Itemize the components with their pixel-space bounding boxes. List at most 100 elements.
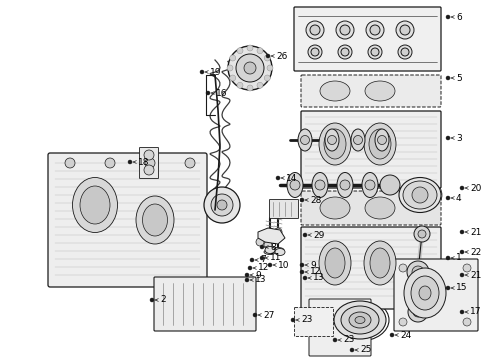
Ellipse shape [351,129,365,151]
Circle shape [300,263,304,267]
Text: 15: 15 [456,284,467,292]
Circle shape [227,65,233,71]
Text: 4: 4 [456,194,462,202]
Circle shape [237,48,243,54]
Text: 2: 2 [160,296,166,305]
Text: 29: 29 [313,230,324,239]
Ellipse shape [341,306,379,334]
Circle shape [244,62,256,74]
Circle shape [446,76,450,80]
Text: 23: 23 [301,315,313,324]
Circle shape [446,15,450,19]
Ellipse shape [349,312,371,328]
Ellipse shape [365,81,395,101]
Ellipse shape [80,186,110,224]
Circle shape [217,200,227,210]
Ellipse shape [375,129,389,151]
Ellipse shape [136,196,174,244]
Circle shape [413,307,423,317]
Circle shape [300,198,304,202]
Circle shape [460,310,464,314]
Circle shape [264,75,270,81]
Ellipse shape [369,129,391,159]
Text: 14: 14 [286,174,297,183]
Circle shape [418,230,426,238]
Text: 18: 18 [138,158,149,166]
Ellipse shape [411,276,439,310]
Ellipse shape [275,248,285,256]
Circle shape [247,45,253,51]
Circle shape [460,250,464,254]
Ellipse shape [290,180,300,190]
FancyBboxPatch shape [270,199,298,219]
Ellipse shape [315,180,325,190]
Circle shape [253,313,257,317]
Circle shape [399,264,407,272]
Ellipse shape [73,177,118,233]
Circle shape [144,165,154,175]
Circle shape [237,82,243,88]
Circle shape [463,264,471,272]
Ellipse shape [364,123,396,165]
Ellipse shape [264,249,276,255]
Circle shape [228,46,272,90]
FancyBboxPatch shape [301,191,441,225]
Ellipse shape [327,135,337,144]
Text: 27: 27 [263,310,274,320]
Ellipse shape [365,180,375,190]
Circle shape [408,302,428,322]
Text: 24: 24 [400,330,411,339]
Ellipse shape [320,81,350,101]
Circle shape [338,45,352,59]
Text: 9: 9 [255,270,261,279]
Text: 21: 21 [470,228,481,237]
Ellipse shape [404,268,446,318]
Text: 3: 3 [456,134,462,143]
Circle shape [308,45,322,59]
Text: 26: 26 [276,51,287,60]
Ellipse shape [320,197,350,219]
Text: 7: 7 [260,256,266,265]
Circle shape [370,25,380,35]
Circle shape [333,338,337,342]
Ellipse shape [143,204,168,236]
Ellipse shape [364,241,396,285]
FancyBboxPatch shape [301,111,441,188]
Ellipse shape [370,248,390,278]
Circle shape [463,318,471,326]
Circle shape [401,48,409,56]
Ellipse shape [319,241,351,285]
Circle shape [257,48,263,54]
Text: 25: 25 [360,346,371,355]
Ellipse shape [419,286,431,300]
Circle shape [460,186,464,190]
Circle shape [400,25,410,35]
FancyBboxPatch shape [294,307,334,337]
Circle shape [247,85,253,91]
Circle shape [150,298,154,302]
Circle shape [303,233,307,237]
Text: 28: 28 [310,195,321,204]
Circle shape [446,256,450,260]
Text: 8: 8 [270,243,276,252]
Ellipse shape [319,123,351,165]
Text: 21: 21 [470,270,481,279]
Circle shape [206,91,210,95]
Circle shape [380,175,400,195]
Text: 13: 13 [313,274,324,283]
Circle shape [399,318,407,326]
Circle shape [303,276,307,280]
Ellipse shape [325,129,339,151]
Circle shape [412,187,428,203]
Circle shape [264,55,270,61]
Circle shape [336,21,354,39]
Text: 19: 19 [210,68,221,77]
Circle shape [460,230,464,234]
Ellipse shape [403,181,437,209]
Ellipse shape [298,129,312,151]
Circle shape [105,158,115,168]
Circle shape [250,258,254,262]
Circle shape [350,348,354,352]
Text: 13: 13 [255,275,267,284]
Ellipse shape [353,135,363,144]
